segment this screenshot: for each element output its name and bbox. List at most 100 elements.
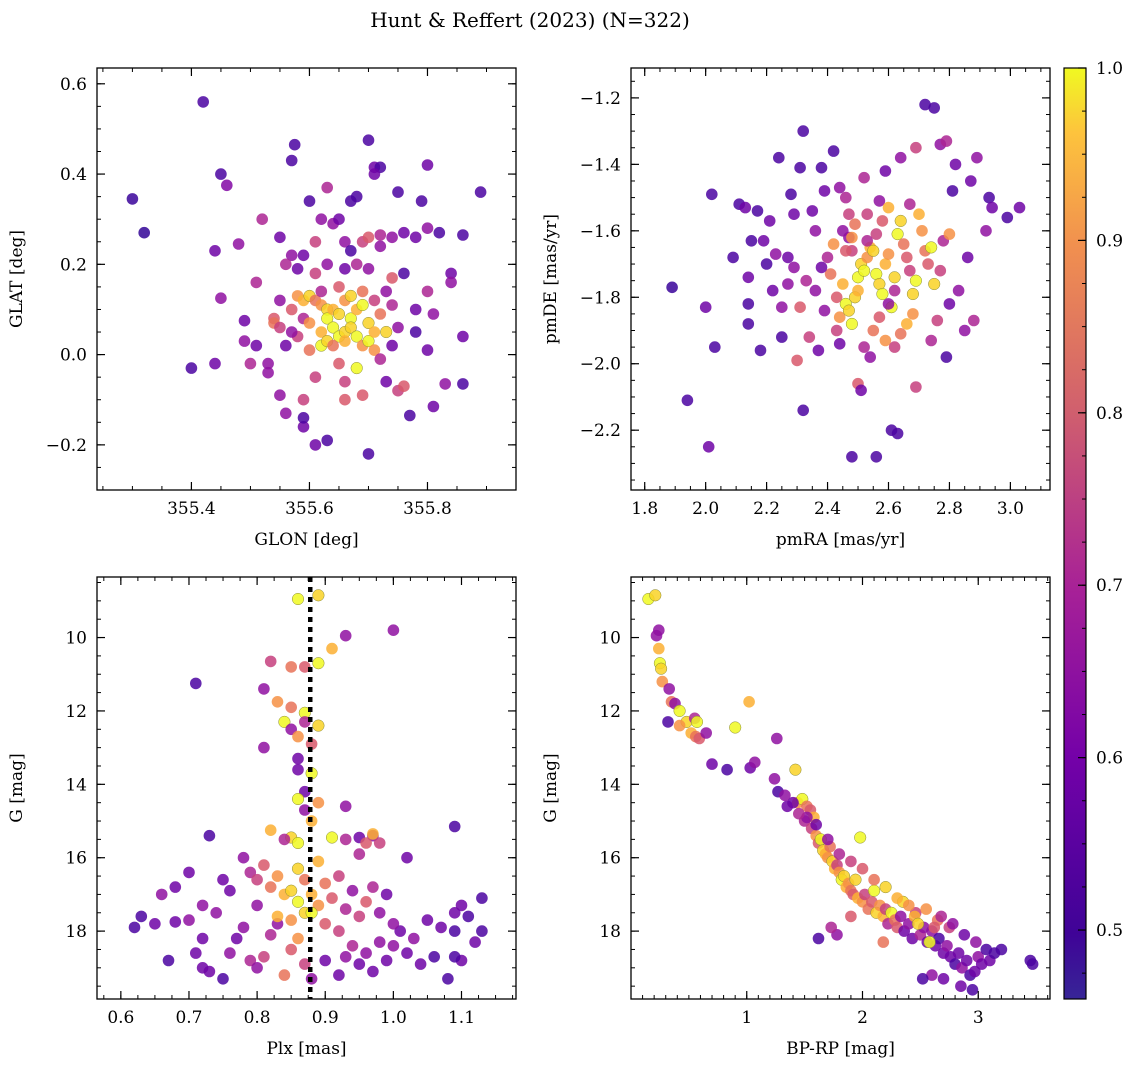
data-point	[793, 807, 805, 820]
data-point	[326, 892, 338, 904]
data-point	[217, 873, 229, 886]
data-point	[362, 316, 375, 330]
data-point	[356, 298, 369, 312]
x-tick-label: 0.7	[175, 1008, 202, 1028]
data-point	[297, 393, 310, 406]
data-point	[339, 236, 351, 248]
data-point	[833, 848, 846, 860]
data-point	[788, 208, 800, 220]
data-point	[845, 910, 857, 923]
data-point	[285, 884, 298, 897]
data-point	[409, 303, 422, 316]
data-point	[210, 907, 222, 919]
data-point	[958, 324, 971, 337]
data-point	[185, 362, 198, 374]
data-point	[386, 299, 398, 311]
data-point	[742, 298, 755, 310]
data-point	[427, 400, 440, 413]
data-point	[368, 168, 381, 180]
data-point	[928, 277, 941, 291]
data-point	[791, 354, 803, 367]
data-point	[812, 344, 825, 357]
y-tick-label: 18	[599, 922, 621, 942]
data-point	[203, 829, 216, 842]
y-tick-label: 14	[599, 775, 621, 795]
data-point	[873, 195, 886, 207]
data-point	[356, 389, 369, 402]
data-point	[309, 439, 322, 451]
data-point	[197, 96, 209, 108]
data-point	[442, 973, 454, 985]
data-point	[925, 334, 937, 347]
y-axis-label: GLAT [deg]	[7, 230, 27, 328]
panel-glon_glat: 355.4 355.6 355.8 −0.2 0.0 0.2 0.4 0.6 GLON [deg…	[7, 67, 517, 550]
data-point	[941, 940, 953, 952]
data-point	[882, 298, 895, 310]
y-tick-label: 14	[65, 775, 87, 795]
data-point	[326, 642, 338, 655]
y-tick-label: −2.0	[580, 355, 621, 375]
data-point	[387, 940, 400, 952]
data-point	[662, 716, 674, 728]
data-point	[333, 925, 345, 937]
data-point	[353, 910, 366, 923]
x-tick-label: 2.6	[875, 499, 902, 519]
data-point	[940, 351, 953, 363]
points-plx_g	[128, 589, 488, 985]
data-point	[904, 264, 916, 277]
x-tick-label: 3.0	[997, 499, 1024, 519]
data-point	[312, 589, 325, 602]
data-point	[353, 958, 366, 970]
data-point	[327, 339, 339, 352]
data-point	[299, 804, 311, 816]
data-point	[374, 353, 387, 365]
data-point	[421, 914, 434, 926]
data-point	[360, 837, 372, 849]
data-point	[209, 357, 221, 370]
data-point	[937, 973, 950, 985]
data-point	[859, 888, 871, 901]
data-point	[943, 228, 956, 240]
data-point	[852, 284, 864, 297]
colorbar-ticks: 0.5 0.6 0.7 0.8 0.9 1.0	[1078, 59, 1123, 974]
data-point	[894, 328, 907, 340]
data-point	[743, 696, 755, 708]
data-point	[971, 151, 983, 164]
data-point	[421, 344, 434, 356]
data-point	[292, 730, 304, 743]
data-point	[782, 251, 794, 264]
data-point	[238, 314, 251, 327]
data-point	[803, 331, 816, 343]
data-point	[169, 916, 182, 928]
data-point	[773, 151, 785, 164]
data-point	[333, 870, 345, 882]
data-point	[292, 763, 304, 776]
data-point	[374, 308, 387, 320]
data-point	[842, 304, 855, 317]
data-point	[721, 763, 733, 776]
data-point	[237, 921, 250, 934]
x-tick-label: 2	[857, 1008, 868, 1028]
data-point	[911, 917, 925, 930]
data-point	[339, 903, 352, 915]
data-point	[815, 261, 828, 274]
data-point	[940, 135, 953, 147]
data-point	[280, 339, 292, 352]
data-point	[380, 888, 393, 901]
data-point	[321, 258, 334, 271]
data-point	[285, 723, 298, 736]
y-tick-label: 12	[65, 702, 87, 722]
data-point	[258, 951, 270, 963]
data-point	[350, 362, 363, 375]
data-point	[955, 980, 967, 992]
data-point	[699, 301, 712, 314]
data-point	[925, 241, 938, 254]
data-point	[894, 214, 907, 227]
data-point	[833, 181, 846, 194]
data-point	[843, 208, 855, 220]
data-point	[810, 818, 822, 831]
data-point	[749, 756, 761, 769]
x-tick-label: 2.8	[936, 499, 963, 519]
data-point	[894, 910, 907, 923]
data-point	[1026, 958, 1039, 970]
